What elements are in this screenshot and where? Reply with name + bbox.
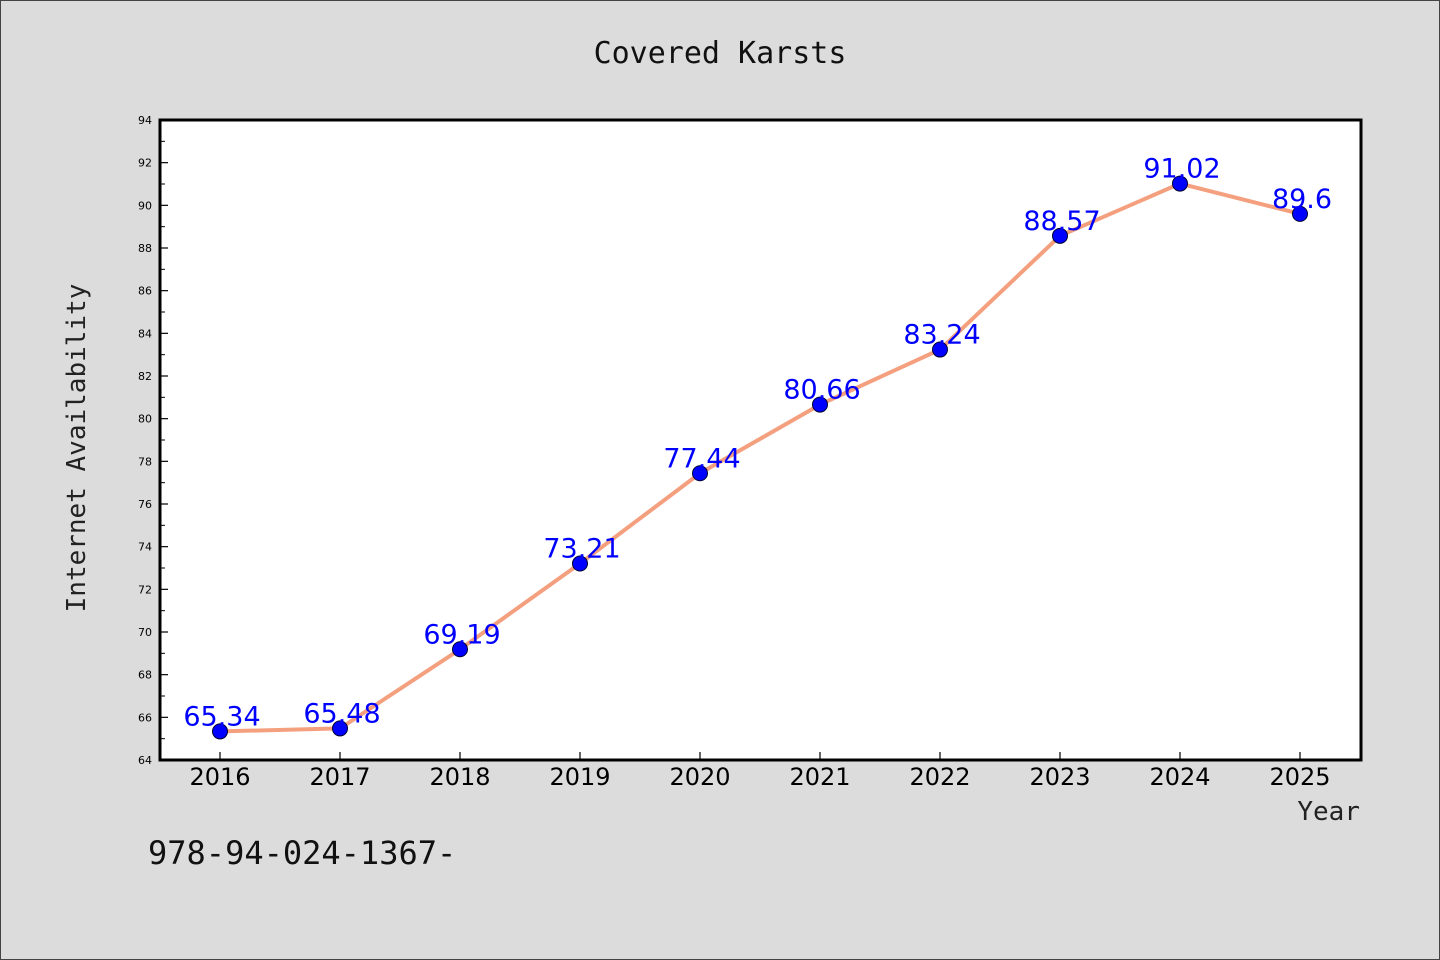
x-tick-label: 2021 <box>789 763 850 791</box>
y-tick-label: 72 <box>138 583 152 596</box>
data-point-label: 80.66 <box>783 375 860 406</box>
y-tick-label: 80 <box>138 413 152 426</box>
x-axis-label: Year <box>1297 797 1360 827</box>
data-point-label: 88.57 <box>1023 206 1100 237</box>
chart-title: Covered Karsts <box>594 36 847 71</box>
y-tick-label: 90 <box>138 199 152 212</box>
y-axis-ticks: 64 66 68 70 72 74 76 78 80 82 84 86 88 90 92 94 <box>138 114 168 767</box>
data-point-label: 65.48 <box>303 698 380 729</box>
x-tick-label: 2024 <box>1149 763 1210 791</box>
x-tick-label: 2022 <box>909 763 970 791</box>
data-point-label: 73.21 <box>543 534 620 565</box>
y-tick-label: 78 <box>138 455 152 468</box>
y-tick-label: 66 <box>138 711 152 724</box>
y-axis-label: Internet Availability <box>62 284 92 613</box>
data-point-marker <box>932 341 948 358</box>
y-tick-label: 84 <box>138 327 152 340</box>
data-point-marker <box>1052 227 1068 244</box>
y-tick-label: 94 <box>138 114 152 127</box>
x-tick-label: 2016 <box>189 763 250 791</box>
y-tick-label: 70 <box>138 626 152 639</box>
footer-code-text: 978-94-024-1367- <box>148 834 456 872</box>
data-point-label: 91.02 <box>1143 154 1220 185</box>
y-tick-label: 88 <box>138 242 152 255</box>
data-point-marker <box>1292 205 1308 222</box>
x-tick-label: 2017 <box>309 763 370 791</box>
data-point-marker <box>332 720 348 737</box>
series-line <box>218 181 1302 734</box>
x-axis-ticks: 2016 2017 2018 2019 2020 2021 2022 2023 2024 2025 <box>189 752 1331 791</box>
data-point-label: 69.19 <box>423 619 500 650</box>
x-tick-label: 2023 <box>1029 763 1090 791</box>
data-point-marker <box>812 396 828 413</box>
y-tick-label: 68 <box>138 669 152 682</box>
x-tick-label: 2020 <box>669 763 730 791</box>
y-tick-label: 76 <box>138 498 152 511</box>
y-tick-label: 82 <box>138 370 152 383</box>
y-tick-label: 74 <box>138 541 152 554</box>
y-tick-label: 86 <box>138 285 152 298</box>
data-point-marker <box>692 465 708 482</box>
data-point-marker <box>1172 175 1188 192</box>
data-point-label: 89.6 <box>1272 184 1332 215</box>
data-point-label: 65.34 <box>183 701 260 732</box>
plot-frame <box>158 118 1363 762</box>
x-tick-label: 2019 <box>549 763 610 791</box>
data-point-marker <box>572 555 588 572</box>
data-point-marker <box>212 723 228 740</box>
y-tick-label: 64 <box>138 754 152 767</box>
x-tick-label: 2018 <box>429 763 490 791</box>
data-point-label: 83.24 <box>903 320 980 351</box>
x-tick-label: 2025 <box>1269 763 1330 791</box>
y-tick-label: 92 <box>138 157 152 170</box>
series-layer: 65.34 65.48 69.19 73.21 77.44 80.66 83.24 88.57… <box>183 154 1332 740</box>
data-point-marker <box>452 641 468 658</box>
data-point-label: 77.44 <box>663 443 740 474</box>
